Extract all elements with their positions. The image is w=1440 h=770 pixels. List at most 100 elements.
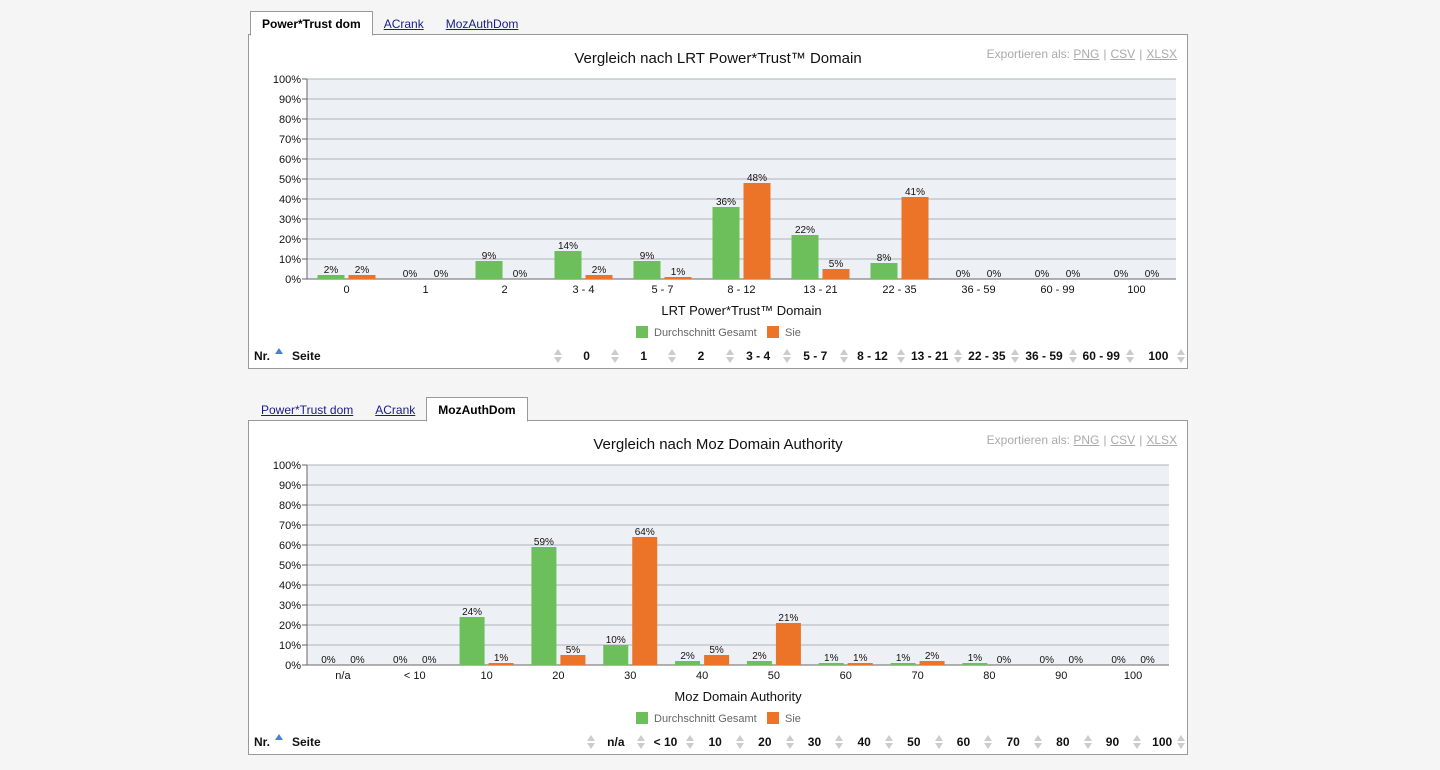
bar-avg: [603, 645, 629, 665]
column-header[interactable]: 90: [1105, 735, 1120, 749]
legend-swatch-sie: [767, 326, 779, 338]
bar-sie: [704, 655, 730, 665]
x-tick-label: 100: [1124, 670, 1142, 682]
y-tick-label: 10%: [279, 254, 301, 266]
data-label: 22%: [795, 225, 815, 236]
y-tick-label: 90%: [279, 94, 301, 106]
sort-icon[interactable]: [885, 734, 893, 750]
sort-icon[interactable]: [782, 348, 791, 364]
tab-mozauthdom[interactable]: MozAuthDom: [426, 397, 528, 422]
sort-icon[interactable]: [725, 348, 734, 364]
data-label: 0%: [1040, 655, 1055, 666]
column-seite[interactable]: Seite: [292, 349, 321, 363]
sort-icon[interactable]: [736, 734, 744, 750]
x-tick-label: 50: [768, 670, 780, 682]
data-label: 2%: [324, 265, 339, 276]
y-tick-label: 0%: [285, 660, 301, 672]
sort-icon[interactable]: [1068, 348, 1077, 364]
column-header[interactable]: < 10: [653, 735, 678, 749]
column-nr[interactable]: Nr.: [254, 349, 271, 363]
column-header[interactable]: 70: [1006, 735, 1020, 749]
sort-icon[interactable]: [1177, 348, 1185, 364]
column-header[interactable]: 30: [807, 735, 822, 749]
export-png-link[interactable]: PNG: [1073, 433, 1100, 447]
column-header[interactable]: 40: [857, 735, 871, 749]
data-label: 1%: [494, 653, 509, 664]
column-header[interactable]: 5 - 7: [803, 349, 828, 363]
data-label: 2%: [592, 265, 607, 276]
column-header[interactable]: 50: [907, 735, 921, 749]
bar-sie: [560, 655, 586, 665]
data-label: 0%: [1140, 655, 1155, 666]
column-header[interactable]: 10: [708, 735, 722, 749]
y-tick-label: 30%: [279, 600, 301, 612]
data-label: 9%: [482, 251, 497, 262]
column-header[interactable]: 60 - 99: [1082, 349, 1120, 363]
sort-icon[interactable]: [984, 734, 993, 750]
data-label: 0%: [350, 655, 365, 666]
x-tick-label: 100: [1127, 284, 1145, 296]
export-xlsx-link[interactable]: XLSX: [1146, 433, 1177, 447]
bar-avg: [675, 661, 701, 665]
export-csv-link[interactable]: CSV: [1110, 433, 1136, 447]
x-tick-label: < 10: [404, 670, 426, 682]
column-header[interactable]: 0: [583, 349, 590, 363]
sort-icon[interactable]: [1083, 734, 1092, 750]
y-tick-label: 10%: [279, 640, 301, 652]
x-tick-label: 70: [911, 670, 923, 682]
bar-sie: [585, 275, 613, 279]
tab-power-trust-dom[interactable]: Power*Trust dom: [250, 11, 373, 36]
column-header[interactable]: 80: [1056, 735, 1070, 749]
sort-icon[interactable]: [554, 348, 562, 364]
y-tick-label: 60%: [279, 540, 301, 552]
sort-icon[interactable]: [1133, 734, 1142, 750]
sort-icon[interactable]: [686, 734, 695, 750]
sort-icon[interactable]: [785, 734, 794, 750]
column-header[interactable]: 100: [1148, 349, 1169, 363]
data-label: 0%: [987, 269, 1002, 280]
data-label: 2%: [752, 651, 767, 662]
column-seite[interactable]: Seite: [292, 735, 321, 749]
sort-icon[interactable]: [668, 348, 677, 364]
column-header[interactable]: 100: [1152, 735, 1173, 749]
tab-power-trust-dom[interactable]: Power*Trust dom: [261, 403, 354, 417]
column-header[interactable]: 13 - 21: [910, 349, 949, 363]
sort-icon[interactable]: [954, 348, 963, 364]
chart-title: Vergleich nach Moz Domain Authority: [593, 436, 843, 453]
column-header[interactable]: 1: [640, 349, 648, 363]
bar-avg: [791, 235, 819, 279]
sort-icon[interactable]: [897, 348, 906, 364]
tab-acrank[interactable]: ACrank: [375, 403, 416, 417]
y-tick-label: 80%: [279, 500, 301, 512]
tab-mozauthdom[interactable]: MozAuthDom: [445, 17, 519, 31]
sort-icon[interactable]: [1034, 734, 1042, 750]
data-label: 0%: [1069, 655, 1084, 666]
sort-icon[interactable]: [611, 348, 620, 364]
column-nr[interactable]: Nr.: [254, 735, 271, 749]
column-header[interactable]: 3 - 4: [746, 349, 771, 363]
bar-avg: [531, 547, 557, 665]
bar-sie: [743, 183, 771, 279]
column-header[interactable]: 36 - 59: [1025, 349, 1063, 363]
sort-icon[interactable]: [839, 348, 848, 364]
sort-icon[interactable]: [636, 734, 645, 750]
export-csv-link[interactable]: CSV: [1110, 47, 1136, 61]
sort-icon[interactable]: [587, 734, 595, 750]
sort-icon[interactable]: [934, 734, 943, 750]
y-tick-label: 50%: [279, 174, 301, 186]
column-header[interactable]: 8 - 12: [857, 349, 888, 363]
data-label: 0%: [1111, 655, 1126, 666]
sort-icon[interactable]: [835, 734, 844, 750]
column-header[interactable]: 20: [758, 735, 772, 749]
x-tick-label: 0: [343, 284, 349, 296]
column-header[interactable]: 22 - 35: [968, 349, 1006, 363]
column-header[interactable]: 2: [697, 349, 705, 363]
sort-icon[interactable]: [1125, 348, 1134, 364]
export-xlsx-link[interactable]: XLSX: [1146, 47, 1177, 61]
sort-icon[interactable]: [1011, 348, 1020, 364]
export-png-link[interactable]: PNG: [1073, 47, 1100, 61]
tab-acrank[interactable]: ACrank: [383, 17, 424, 31]
sort-icon[interactable]: [1177, 734, 1185, 750]
column-header[interactable]: n/a: [607, 735, 625, 749]
column-header[interactable]: 60: [956, 735, 971, 749]
